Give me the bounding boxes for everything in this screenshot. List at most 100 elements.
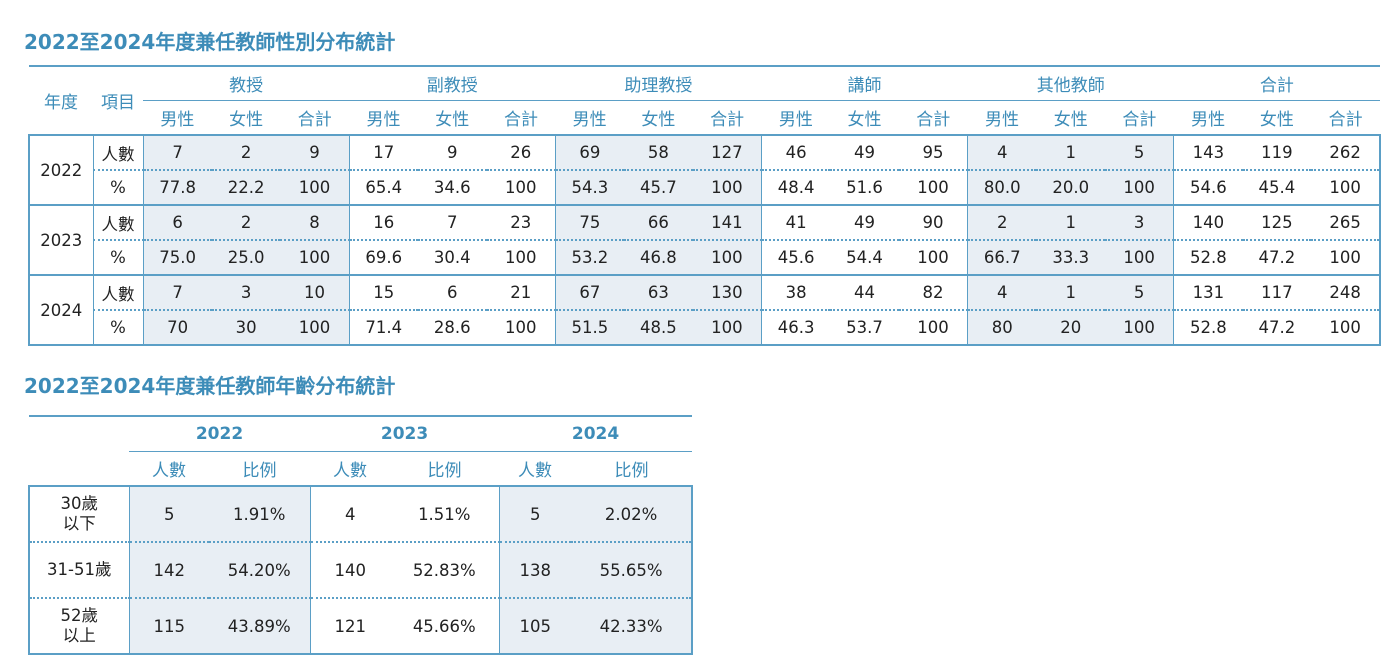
- category-header: 教授: [143, 65, 350, 101]
- age-group-label-line: 52歲: [60, 606, 99, 625]
- data-cell: 42.33%: [571, 598, 693, 654]
- table-row: 2023 人數 6 2 8 16 7 23 75 66 141 41 49 90 2 1 3 140 125 265: [29, 205, 1380, 276]
- age-sub-header: 比例: [242, 461, 277, 481]
- data-cell: 2: [967, 205, 1037, 241]
- data-cell: 51.5: [554, 310, 625, 346]
- data-cell: 115: [129, 598, 209, 654]
- data-cell: 16: [348, 205, 418, 241]
- data-cell: 30.4: [417, 240, 487, 276]
- data-cell: 5: [1105, 275, 1174, 311]
- data-cell: 45.4: [1242, 170, 1312, 206]
- data-cell: 75.0: [143, 240, 212, 276]
- data-cell: 3: [1105, 205, 1174, 241]
- table-row: % 70 30 100 71.4 28.6 100 51.5 48.5 100 46.3 53.7 10…: [29, 310, 1380, 346]
- data-cell: 1: [1036, 134, 1106, 171]
- item-header: 項目: [93, 65, 143, 135]
- gender-table-title: 2022至2024年度兼任教師性別分布統計: [24, 30, 396, 54]
- data-cell: 7: [143, 134, 212, 171]
- sub-header: 合計: [297, 110, 332, 130]
- sub-header: 女性: [1053, 110, 1088, 130]
- data-cell: 48.5: [624, 310, 693, 346]
- age-label-header: [29, 415, 129, 486]
- category-header: 講師: [761, 65, 968, 101]
- data-cell: 21: [486, 275, 556, 311]
- data-cell: 1.91%: [209, 485, 311, 543]
- data-cell: 4: [967, 134, 1037, 171]
- data-cell: 121: [309, 598, 391, 654]
- data-cell: 63: [624, 275, 693, 311]
- age-year-header: 2024: [499, 415, 693, 452]
- table-row: % 75.0 25.0 100 69.6 30.4 100 53.2 46.8 100 45.6 54…: [29, 240, 1380, 276]
- data-cell: 142: [129, 542, 209, 599]
- data-cell: 69.6: [348, 240, 418, 276]
- data-cell: 54.20%: [209, 542, 311, 599]
- sub-header: 女性: [1259, 110, 1294, 130]
- data-cell: 49: [830, 205, 899, 241]
- data-cell: 117: [1242, 275, 1312, 311]
- age-group-label-line: 31-51歲: [47, 560, 112, 579]
- data-cell: 100: [692, 240, 762, 276]
- age-sub-header: 比例: [427, 461, 462, 481]
- count-label: 人數: [93, 275, 144, 311]
- data-cell: 41: [760, 205, 831, 241]
- data-cell: 100: [486, 310, 556, 346]
- table-row: 2024 人數 7 3 10 15 6 21 67 63 130 38 44 82 4 1 5 131 117 248: [29, 275, 1380, 346]
- data-cell: 100: [898, 170, 968, 206]
- age-sub-header: 比例: [614, 461, 649, 481]
- age-group-label: 31-51歲: [29, 542, 130, 599]
- data-cell: 75: [554, 205, 625, 241]
- data-cell: 5: [1105, 134, 1174, 171]
- data-cell: 45.6: [760, 240, 831, 276]
- age-sub-header: 人數: [333, 461, 368, 481]
- age-sub-header: 人數: [518, 461, 553, 481]
- data-cell: 70: [143, 310, 212, 346]
- sub-header: 合計: [710, 110, 745, 130]
- age-sub-header: 人數: [152, 461, 186, 481]
- data-cell: 54.4: [830, 240, 899, 276]
- data-cell: 265: [1311, 205, 1380, 241]
- table-row: 2022 人數 7 2 9 17 9 26 69 58 127 46 49 95 4 1 5 143 119 262: [29, 134, 1380, 206]
- sub-header: 合計: [1122, 110, 1157, 130]
- gender-distribution-table: 年度 項目 教授 副教授 助理教授 講師 其他教師 合計 男性 女性 合計 男性 女性合…: [28, 65, 1381, 346]
- table-row: 52歲 以上 115 43.89% 121 45.66% 105 42.33%: [29, 598, 693, 654]
- data-cell: 46: [760, 134, 831, 171]
- sub-header: 男性: [572, 110, 607, 130]
- category-header: 副教授: [349, 65, 556, 101]
- category-header: 助理教授: [555, 65, 762, 101]
- data-cell: 52.8: [1173, 240, 1243, 276]
- table-row: 30歲 以下 5 1.91% 4 1.51% 5 2.02%: [29, 485, 693, 543]
- data-cell: 52.8: [1173, 310, 1243, 346]
- data-cell: 141: [692, 205, 762, 241]
- data-cell: 26: [486, 134, 556, 171]
- data-cell: 58: [624, 134, 693, 171]
- data-cell: 95: [898, 134, 968, 171]
- data-cell: 45.7: [624, 170, 693, 206]
- data-cell: 38: [760, 275, 831, 311]
- data-cell: 127: [692, 134, 762, 171]
- sub-header: 女性: [229, 110, 264, 130]
- data-cell: 1: [1036, 205, 1106, 241]
- data-cell: 82: [898, 275, 968, 311]
- data-cell: 100: [692, 170, 762, 206]
- data-cell: 100: [1311, 170, 1380, 206]
- data-cell: 53.2: [554, 240, 625, 276]
- data-cell: 100: [1105, 170, 1174, 206]
- data-cell: 53.7: [830, 310, 899, 346]
- data-cell: 100: [280, 240, 350, 276]
- data-cell: 100: [280, 310, 350, 346]
- data-cell: 131: [1173, 275, 1243, 311]
- count-label: 人數: [93, 205, 144, 241]
- year-header: 年度: [29, 65, 93, 135]
- data-cell: 140: [309, 542, 391, 599]
- age-distribution-table: 2022 2023 2024 人數 比例 人數 比例 人數 比例 30歲 以下 5 1.91% 4…: [28, 415, 693, 655]
- data-cell: 66.7: [967, 240, 1037, 276]
- data-cell: 47.2: [1242, 240, 1312, 276]
- data-cell: 130: [692, 275, 762, 311]
- data-cell: 67: [554, 275, 625, 311]
- percent-label: %: [93, 240, 144, 276]
- data-cell: 33.3: [1036, 240, 1106, 276]
- count-label: 人數: [93, 134, 144, 171]
- sub-header: 女性: [847, 110, 882, 130]
- data-cell: 51.6: [830, 170, 899, 206]
- data-cell: 22.2: [211, 170, 281, 206]
